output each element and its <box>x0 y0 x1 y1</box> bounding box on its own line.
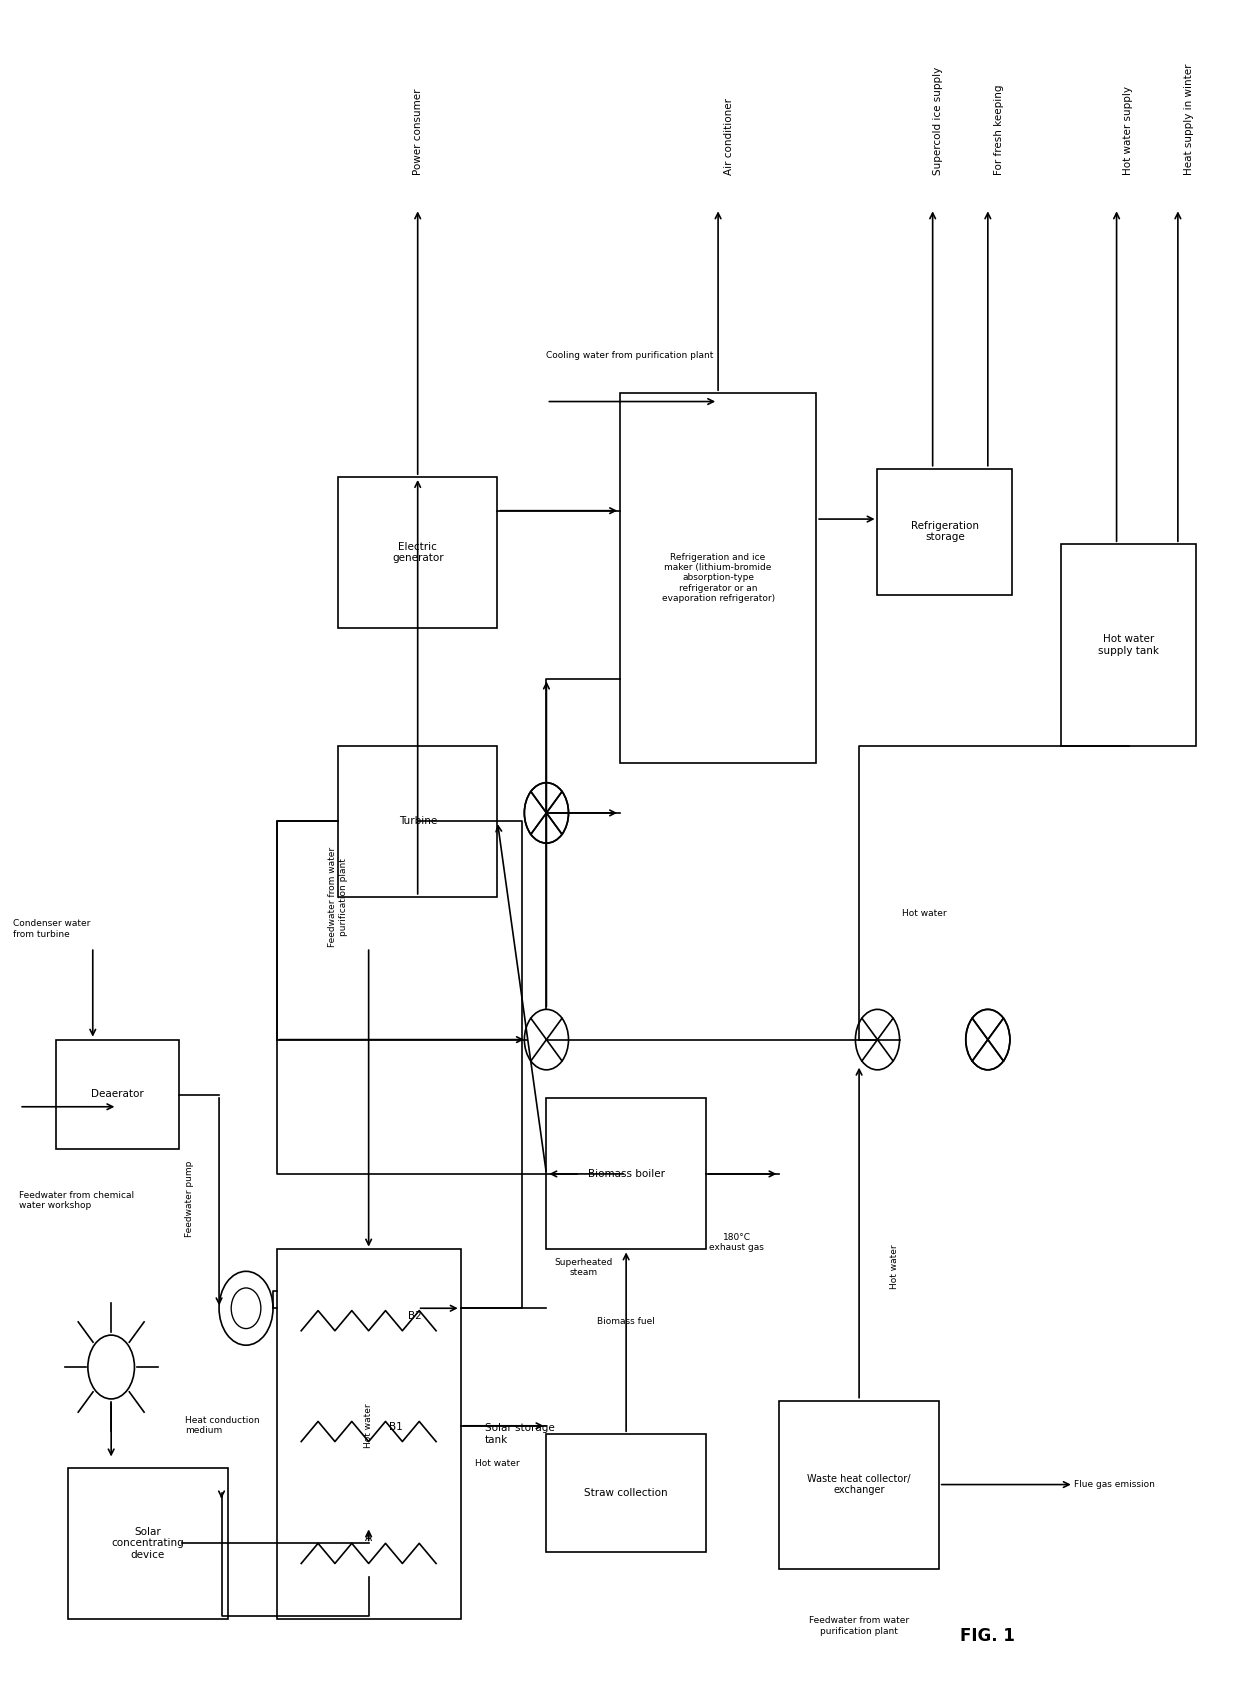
Text: Air conditioner: Air conditioner <box>724 98 734 174</box>
Text: Straw collection: Straw collection <box>584 1488 668 1498</box>
Text: Feedwater from water
purification plant: Feedwater from water purification plant <box>329 846 347 948</box>
Text: Biomass fuel: Biomass fuel <box>598 1317 655 1326</box>
Text: Hot water: Hot water <box>890 1244 899 1288</box>
FancyBboxPatch shape <box>339 477 497 628</box>
Text: Superheated
steam: Superheated steam <box>554 1258 613 1277</box>
Text: Hot water: Hot water <box>365 1403 373 1448</box>
Text: Hot water: Hot water <box>475 1459 520 1468</box>
Text: Waste heat collector/
exchanger: Waste heat collector/ exchanger <box>807 1475 911 1495</box>
Text: Heat supply in winter: Heat supply in winter <box>1184 63 1194 174</box>
Text: Turbine: Turbine <box>398 816 436 826</box>
Text: B1: B1 <box>389 1422 403 1432</box>
FancyBboxPatch shape <box>1061 543 1197 745</box>
Text: Feedwater pump: Feedwater pump <box>185 1161 193 1238</box>
Text: Cooling water from purification plant: Cooling water from purification plant <box>547 350 714 359</box>
FancyBboxPatch shape <box>620 393 816 762</box>
Text: Supercold ice supply: Supercold ice supply <box>932 66 942 174</box>
Text: For fresh keeping: For fresh keeping <box>994 85 1004 174</box>
FancyBboxPatch shape <box>878 469 1012 594</box>
FancyBboxPatch shape <box>547 1434 706 1552</box>
Text: Hot water supply: Hot water supply <box>1122 86 1132 174</box>
FancyBboxPatch shape <box>277 1249 460 1619</box>
Text: Condenser water
from turbine: Condenser water from turbine <box>14 919 91 940</box>
Text: Heat conduction
medium: Heat conduction medium <box>185 1415 259 1436</box>
Text: Feedwater from water
purification plant: Feedwater from water purification plant <box>808 1617 909 1635</box>
FancyBboxPatch shape <box>68 1468 228 1619</box>
Text: Refrigeration and ice
maker (lithium-bromide
absorption-type
refrigerator or an
: Refrigeration and ice maker (lithium-bro… <box>661 552 775 603</box>
Text: Biomass boiler: Biomass boiler <box>588 1168 665 1178</box>
Text: Solar storage
tank: Solar storage tank <box>485 1424 554 1446</box>
FancyBboxPatch shape <box>547 1099 706 1249</box>
FancyBboxPatch shape <box>339 745 497 897</box>
Text: Flue gas emission: Flue gas emission <box>1074 1480 1154 1490</box>
Text: Refrigeration
storage: Refrigeration storage <box>911 521 978 542</box>
Text: B2: B2 <box>408 1310 422 1321</box>
Text: Feedwater from chemical
water workshop: Feedwater from chemical water workshop <box>19 1190 134 1210</box>
Text: A: A <box>365 1532 372 1542</box>
Text: Hot water: Hot water <box>901 909 946 918</box>
Text: Solar
concentrating
device: Solar concentrating device <box>112 1527 185 1559</box>
Text: 180°C
exhaust gas: 180°C exhaust gas <box>709 1233 764 1253</box>
FancyBboxPatch shape <box>56 1040 179 1150</box>
Text: FIG. 1: FIG. 1 <box>961 1627 1016 1644</box>
Text: Power consumer: Power consumer <box>413 88 423 174</box>
FancyBboxPatch shape <box>780 1400 939 1568</box>
Text: Electric
generator: Electric generator <box>392 542 444 564</box>
Text: Deaerator: Deaerator <box>91 1089 144 1099</box>
Text: Hot water
supply tank: Hot water supply tank <box>1099 635 1159 655</box>
